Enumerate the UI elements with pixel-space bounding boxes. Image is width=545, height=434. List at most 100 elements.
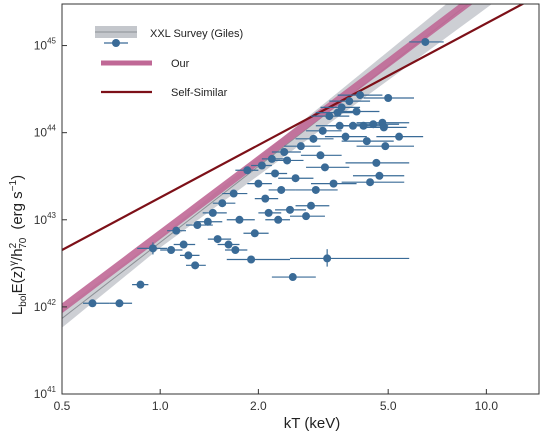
data-point [295,201,330,210]
data-marker [311,185,320,194]
data-point [226,255,290,264]
data-marker [352,107,361,116]
data-point [109,299,133,308]
data-point [284,142,321,151]
data-point [271,147,301,156]
data-point [265,169,288,178]
legend: XXL Survey (Giles) Our Self-Similar [95,26,243,99]
data-points [83,37,444,308]
data-point [333,107,380,116]
data-marker [307,201,316,210]
data-marker [264,208,273,217]
data-marker [356,91,365,100]
y-tick-label: 1044 [34,124,57,140]
data-point [160,245,183,254]
data-point [226,215,255,224]
data-marker [318,126,327,135]
x-axis-ticks: 0.5 1.0 2.0 5.0 10.0 [54,389,498,413]
data-point [324,132,367,141]
data-marker [224,240,233,249]
data-marker [302,212,311,221]
data-marker [208,208,217,217]
data-point [271,156,304,165]
data-point [306,126,342,135]
data-marker [323,254,332,263]
data-point [409,37,444,46]
data-marker [231,245,240,254]
data-marker [257,161,266,170]
data-marker [115,299,124,308]
data-point [212,199,236,208]
data-marker [261,194,270,203]
data-marker [362,137,371,146]
data-point [254,194,279,203]
data-point [341,178,405,187]
data-marker [309,134,318,143]
xxl-survey-line [62,4,469,320]
data-point [251,161,272,170]
data-marker [366,178,375,187]
data-point [202,208,227,217]
data-point [179,251,200,260]
data-point [363,94,415,103]
data-marker [372,158,381,167]
data-point [295,185,338,194]
data-marker [88,299,97,308]
data-marker [179,240,188,249]
data-marker [421,37,430,46]
data-point [311,179,357,188]
data-marker [172,226,181,235]
data-point [289,249,410,267]
legend-self-similar-label: Self-Similar [171,87,228,99]
legend-our-label: Our [171,58,190,70]
self-similar-line [62,4,525,252]
data-marker [203,217,212,226]
data-point [320,103,361,112]
y-axis-ticks: 1041 1042 1043 1044 1045 [34,37,67,401]
data-point [356,142,415,151]
data-marker [296,142,305,151]
data-marker [329,179,338,188]
data-marker [254,179,263,188]
data-marker [229,189,238,198]
data-marker [283,156,292,165]
data-marker [345,97,354,106]
data-marker [341,132,350,141]
x-tick-label: 5.0 [380,399,397,413]
data-marker [247,255,256,264]
x-tick-label: 0.5 [54,399,71,413]
data-marker [384,94,393,103]
data-point [243,229,269,238]
data-marker [395,132,404,141]
y-tick-label: 1042 [34,298,57,314]
data-point [173,240,196,249]
data-point [83,299,110,308]
data-marker [267,154,276,163]
data-point [186,261,206,270]
data-marker [243,166,252,175]
legend-entry-xxl: XXL Survey (Giles) [95,26,243,47]
legend-xxl-label: XXL Survey (Giles) [150,28,243,40]
data-marker [184,251,193,260]
data-point [300,151,342,160]
data-marker [379,123,388,132]
x-axis-title: kT (keV) [284,415,340,432]
y-tick-label: 1043 [34,211,57,227]
data-marker [280,147,289,156]
data-marker [325,112,334,121]
data-point [289,212,325,221]
data-marker [274,215,283,224]
x-tick-label: 2.0 [250,399,267,413]
data-point [224,245,248,254]
data-point [278,174,314,183]
data-point [207,235,232,244]
data-marker [277,185,286,194]
data-point [341,137,394,146]
data-marker [218,199,227,208]
data-point [352,171,405,180]
data-point [197,217,223,226]
data-point [222,189,248,198]
x-tick-label: 1.0 [152,399,169,413]
data-point [271,273,316,282]
